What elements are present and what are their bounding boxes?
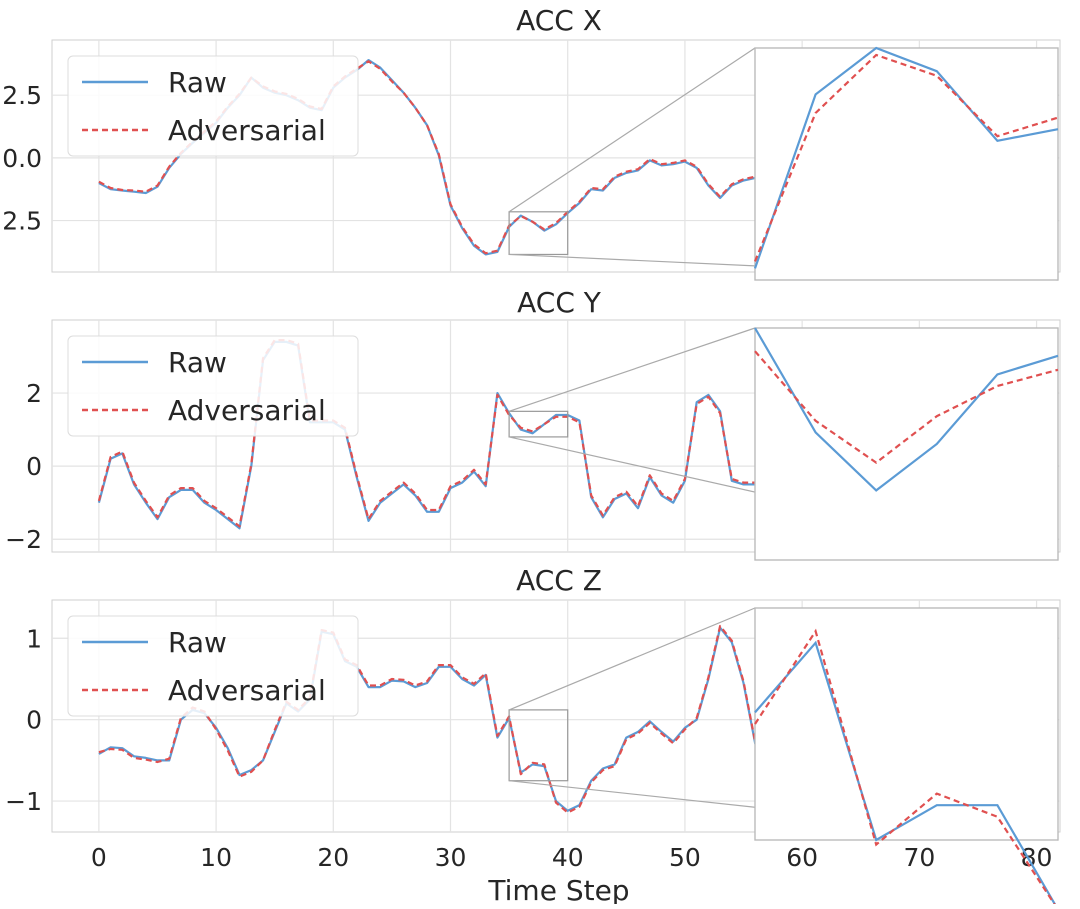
zoom-connector-line: [508, 607, 756, 711]
adversarial-series-line: [98, 624, 757, 814]
zoom-region-box: [508, 709, 569, 782]
legend-adversarial-label: Adversarial: [168, 674, 326, 707]
inset-adversarial-line: [754, 350, 1059, 464]
inset-raw-line: [754, 327, 1059, 492]
y-tick-label: 0: [26, 706, 42, 735]
subplot-title: ACC Z: [516, 564, 602, 597]
raw-series-line: [97, 340, 756, 530]
inset-raw-line: [754, 640, 1059, 909]
y-tick-label: 2.5: [2, 207, 42, 236]
subplot-2: −2 0 2 ACC Y Raw Adversarial: [5, 286, 1061, 561]
x-axis-label: Time Step: [487, 874, 629, 904]
x-tick-label: 40: [552, 843, 584, 872]
legend-adversarial-label: Adversarial: [168, 114, 326, 147]
y-tick-label: −1: [5, 787, 42, 816]
x-tick-label: 60: [786, 843, 818, 872]
y-tick-label: −2: [5, 525, 42, 554]
y-tick-label: 1: [26, 624, 42, 653]
subplot-title: ACC Y: [517, 286, 602, 319]
zoom-connector-line: [508, 47, 756, 213]
subplot-3: 0 10 20 30 40 50 60 70 80 −1 0 1 ACC Z Raw Adversarial…: [5, 564, 1061, 909]
inset-frame: [754, 327, 1059, 561]
x-tick-label: 10: [200, 843, 232, 872]
y-tick-label: 0: [26, 452, 42, 481]
y-tick-label: 2.5: [2, 81, 42, 110]
x-tick-label: 50: [669, 843, 701, 872]
subplot-1: 2.5 0.0 2.5 ACC X Raw Adversarial: [2, 4, 1061, 281]
legend-raw-label: Raw: [168, 66, 227, 99]
subplot-title: ACC X: [516, 4, 602, 37]
y-tick-label: 2: [26, 379, 42, 408]
inset-frame: [754, 607, 1059, 841]
zoom-connector-line: [508, 327, 756, 412]
inset-adversarial-line: [753, 53, 1059, 262]
x-tick-label: 20: [317, 843, 349, 872]
legend-raw-label: Raw: [168, 346, 227, 379]
legend-adversarial-label: Adversarial: [168, 394, 326, 427]
x-tick-label: 70: [903, 843, 935, 872]
x-tick-label: 30: [435, 843, 467, 872]
legend-raw-label: Raw: [168, 626, 227, 659]
x-tick-label: 80: [1021, 843, 1053, 872]
adversarial-series-line: [98, 60, 756, 255]
adversarial-series-line: [97, 339, 756, 528]
zoom-region-box: [508, 410, 569, 438]
zoom-region-box: [508, 211, 569, 256]
y-tick-label: 0.0: [2, 144, 42, 173]
inset-frame: [754, 47, 1059, 281]
x-tick-label: 0: [91, 843, 107, 872]
inset-adversarial-line: [754, 628, 1059, 909]
inset-raw-line: [753, 46, 1059, 269]
